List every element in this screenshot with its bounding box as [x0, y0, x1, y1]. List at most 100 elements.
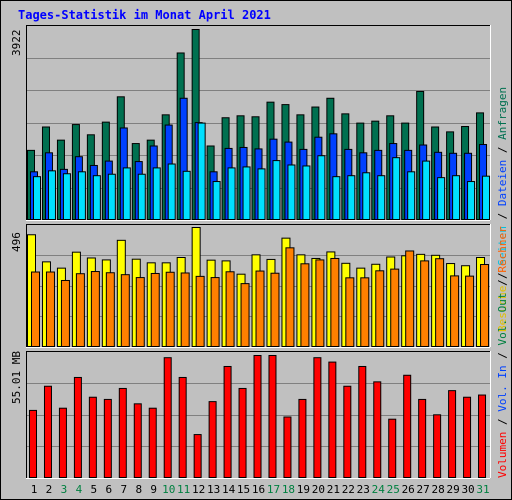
rechner-bar	[165, 271, 175, 347]
rechner-bar	[60, 279, 70, 347]
volumen-bar	[208, 401, 217, 478]
x-tick-label: 30	[461, 483, 475, 496]
rechner-bar	[120, 274, 130, 348]
seiten-bar	[392, 157, 401, 220]
volumen-bar	[463, 396, 472, 479]
volumen-bar	[373, 381, 382, 479]
x-tick-label: 27	[416, 483, 430, 496]
volumen-bar	[73, 376, 82, 479]
legend-volumen: Volumen	[496, 431, 509, 478]
seiten-bar	[287, 164, 296, 220]
x-tick-label: 8	[135, 483, 143, 496]
seiten-bar	[482, 175, 491, 220]
x-tick-label: 25	[386, 483, 400, 496]
rechner-bar	[330, 257, 340, 347]
rechner-bar	[270, 272, 280, 347]
rechner-bar	[210, 277, 220, 348]
legend-separator: /	[496, 139, 509, 160]
legend-vol-in: Vol. In	[496, 365, 509, 412]
seiten-bar	[422, 160, 431, 221]
rechner-bar	[345, 277, 355, 347]
x-tick-label: 7	[120, 483, 128, 496]
seiten-bar	[137, 173, 146, 220]
rechner-bar	[315, 259, 325, 347]
legend-separator: /	[496, 411, 509, 432]
seiten-bar	[33, 176, 41, 220]
volumen-bar	[118, 387, 127, 479]
x-tick-label: 31	[476, 483, 490, 496]
volumen-bar	[313, 357, 322, 479]
x-tick-label: 23	[356, 483, 370, 496]
volumen-bar	[148, 407, 157, 479]
rechner-bar	[105, 272, 115, 348]
rechner-bar	[285, 247, 295, 348]
seiten-bar	[452, 175, 461, 221]
x-tick-label: 10	[162, 483, 176, 496]
x-tick-label: 29	[446, 483, 460, 496]
x-tick-label: 26	[401, 483, 415, 496]
x-tick-label: 24	[371, 483, 385, 496]
seiten-bar	[467, 181, 476, 220]
volumen-bar	[133, 403, 142, 479]
x-tick-label: 2	[45, 483, 53, 496]
seiten-bar	[47, 170, 56, 221]
seiten-bar	[437, 177, 446, 221]
y-max-label-volume: 55.01 MB	[10, 351, 23, 404]
volumen-bar	[478, 394, 487, 478]
seiten-bar	[332, 176, 341, 220]
volumen-bar	[193, 434, 202, 479]
volumen-bar	[103, 398, 112, 478]
volumen-bar	[448, 390, 457, 478]
x-tick-label: 20	[311, 483, 325, 496]
seiten-bar	[197, 122, 206, 220]
chart-title: Tages-Statistik im Monat April 2021	[18, 8, 271, 22]
x-tick-label: 1	[30, 483, 38, 496]
volumen-bar	[223, 365, 232, 479]
x-tick-label: 15	[236, 483, 251, 496]
rechner-bar	[405, 250, 415, 347]
seiten-bar	[62, 173, 71, 220]
legend-dateien: Dateien	[496, 159, 509, 207]
volumen-bar	[403, 374, 412, 478]
rechner-bar	[360, 277, 370, 347]
legend-separator: /	[496, 345, 509, 366]
volumen-bar	[238, 387, 247, 479]
seiten-bar	[92, 175, 101, 221]
x-tick-label: 6	[105, 483, 113, 496]
rechner-bar	[225, 271, 235, 348]
y-max-label-visits: 496	[10, 232, 23, 252]
rechner-bar	[390, 268, 400, 348]
seiten-bar	[107, 173, 116, 220]
seiten-bar	[407, 171, 416, 220]
rechner-bar	[420, 260, 430, 347]
legend-anfragen: Anfragen	[496, 86, 509, 140]
legend-bottom: Volumen / Vol. In / Vol. Out / Rechner	[496, 226, 509, 478]
volumen-bar	[268, 355, 277, 478]
volumen-bar	[163, 357, 172, 479]
rechner-bar	[31, 271, 40, 348]
rechner-bar	[450, 275, 460, 347]
x-tick-label: 3	[60, 483, 68, 496]
x-tick-label: 11	[177, 483, 191, 496]
legend-separator: /	[496, 206, 509, 227]
volumen-bar	[418, 398, 427, 478]
seiten-bar	[227, 167, 236, 221]
x-tick-label: 28	[431, 483, 445, 496]
rechner-bar	[195, 275, 205, 348]
volumen-bar	[343, 385, 352, 478]
rechner-bar	[75, 273, 85, 348]
volumen-bar	[388, 418, 397, 479]
volumen-bar	[358, 365, 367, 479]
rechner-bar	[135, 277, 145, 348]
rechner-bar	[45, 271, 55, 348]
volumen-bar	[328, 361, 337, 479]
volumen-bar	[58, 407, 67, 479]
rechner-bar	[180, 272, 190, 347]
rechner-bar	[90, 271, 100, 347]
x-tick-label: 13	[206, 483, 221, 496]
x-tick-label: 9	[150, 483, 158, 496]
rechner-bar	[255, 270, 265, 348]
seiten-bar	[212, 181, 221, 220]
legend-rechner: Rechner	[496, 226, 509, 273]
